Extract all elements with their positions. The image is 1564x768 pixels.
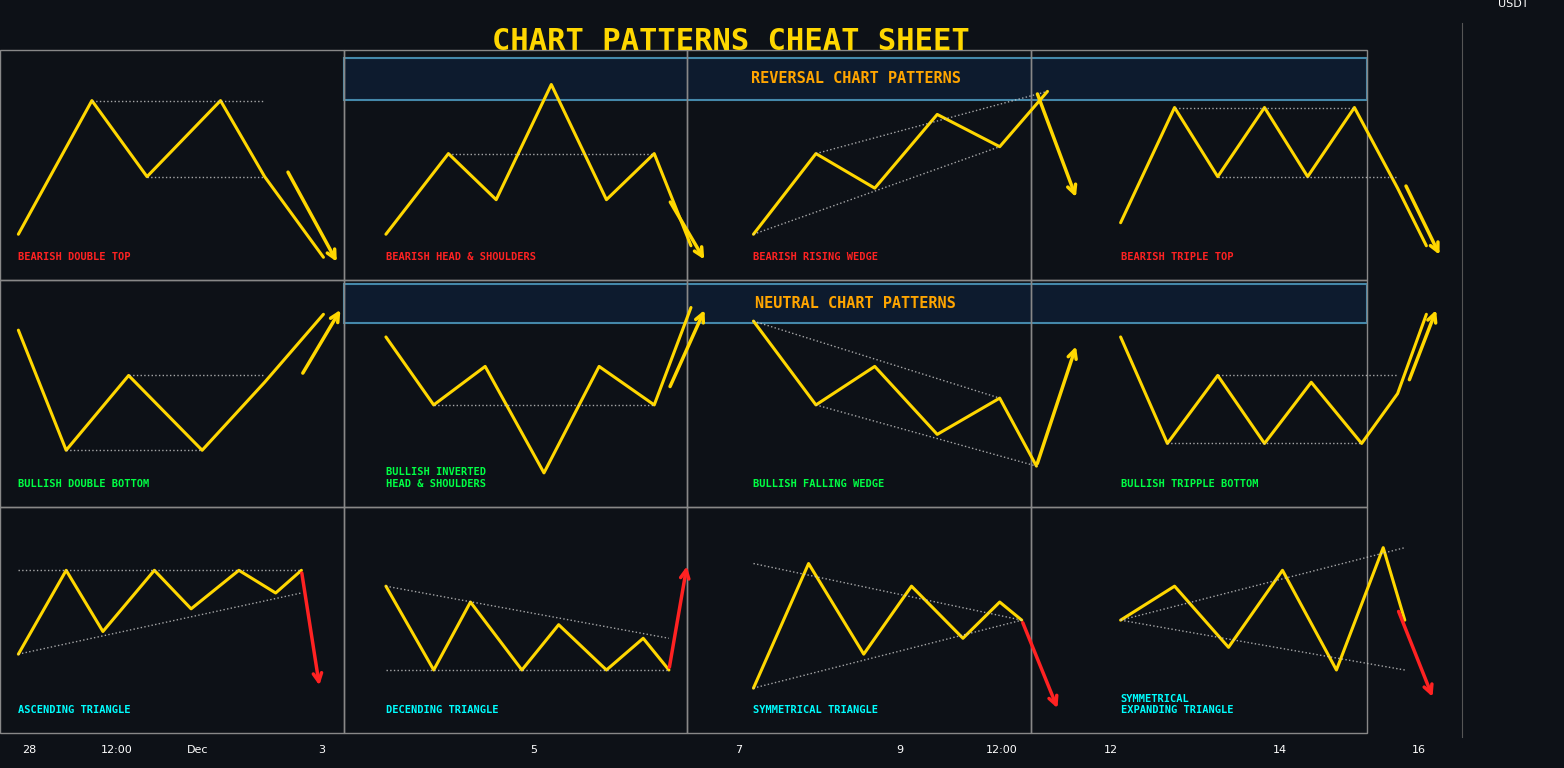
Text: 5: 5 (530, 744, 538, 755)
Bar (344, 280, 687, 507)
Bar (344, 50, 687, 280)
Text: ASCENDING TRIANGLE: ASCENDING TRIANGLE (19, 705, 131, 715)
Text: BEARISH TRIPLE TOP: BEARISH TRIPLE TOP (1120, 252, 1232, 262)
Text: CHART PATTERNS CHEAT SHEET: CHART PATTERNS CHEAT SHEET (493, 27, 970, 56)
FancyBboxPatch shape (344, 284, 1367, 323)
Text: BEARISH DOUBLE TOP: BEARISH DOUBLE TOP (19, 252, 131, 262)
Bar (1031, 507, 1367, 733)
Text: 3: 3 (317, 744, 325, 755)
Text: BULLISH DOUBLE BOTTOM: BULLISH DOUBLE BOTTOM (19, 478, 150, 488)
Text: SYMMETRICAL
EXPANDING TRIANGLE: SYMMETRICAL EXPANDING TRIANGLE (1120, 694, 1232, 715)
Text: 28: 28 (22, 744, 36, 755)
Bar (687, 507, 1031, 733)
Bar (687, 50, 1031, 280)
Text: USDT: USDT (1498, 0, 1528, 8)
Bar (687, 280, 1031, 507)
Text: 16: 16 (1411, 744, 1425, 755)
Bar (1031, 280, 1367, 507)
Text: NEUTRAL CHART PATTERNS: NEUTRAL CHART PATTERNS (755, 296, 956, 311)
Text: Dec: Dec (186, 744, 208, 755)
FancyBboxPatch shape (344, 58, 1367, 100)
Text: 9: 9 (896, 744, 902, 755)
Text: 12:00: 12:00 (985, 744, 1018, 755)
Bar (0, 280, 344, 507)
Bar (344, 507, 687, 733)
Text: BEARISH HEAD & SHOULDERS: BEARISH HEAD & SHOULDERS (386, 252, 536, 262)
Text: BEARISH RISING WEDGE: BEARISH RISING WEDGE (754, 252, 879, 262)
Text: REVERSAL CHART PATTERNS: REVERSAL CHART PATTERNS (751, 71, 960, 86)
Text: BULLISH FALLING WEDGE: BULLISH FALLING WEDGE (754, 478, 885, 488)
Text: 7: 7 (735, 744, 741, 755)
Text: BULLISH INVERTED
HEAD & SHOULDERS: BULLISH INVERTED HEAD & SHOULDERS (386, 467, 486, 488)
Bar (0, 507, 344, 733)
Text: 14: 14 (1273, 744, 1287, 755)
Bar (0, 50, 344, 280)
Text: 12: 12 (1104, 744, 1118, 755)
Bar (1031, 50, 1367, 280)
Text: DECENDING TRIANGLE: DECENDING TRIANGLE (386, 705, 499, 715)
Text: 12:00: 12:00 (102, 744, 133, 755)
Text: BULLISH TRIPPLE BOTTOM: BULLISH TRIPPLE BOTTOM (1120, 478, 1257, 488)
Text: SYMMETRICAL TRIANGLE: SYMMETRICAL TRIANGLE (754, 705, 879, 715)
